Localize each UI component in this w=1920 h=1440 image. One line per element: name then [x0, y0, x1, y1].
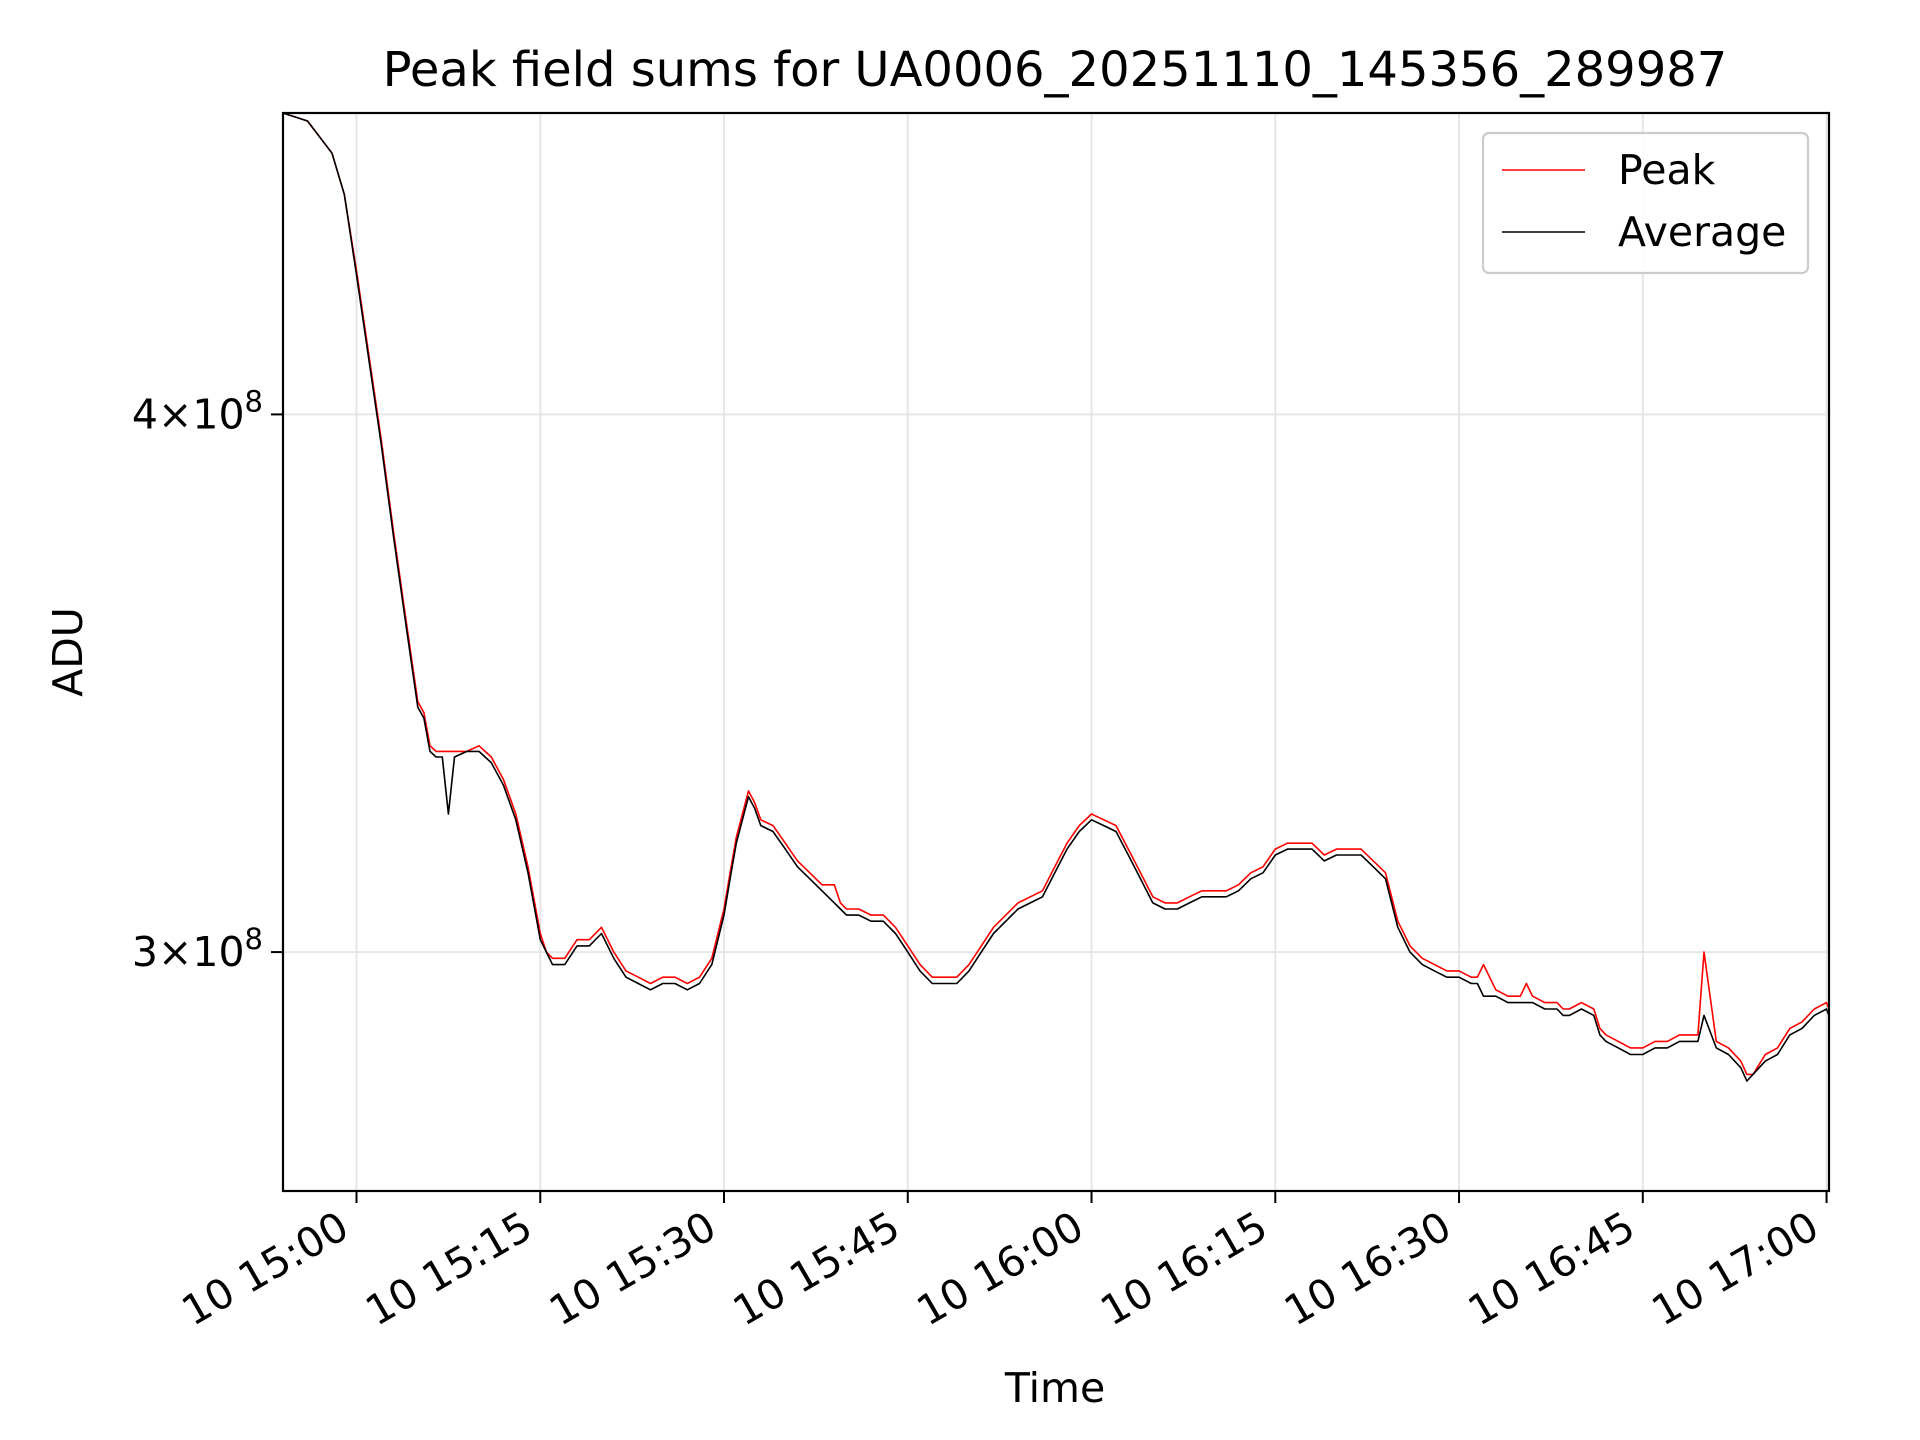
legend: Peak Average [1481, 131, 1810, 275]
grid-lines [283, 113, 1829, 1191]
legend-label-average: Average [1618, 208, 1786, 256]
series-line-average [282, 112, 1830, 1082]
x-axis-title: Time [1004, 1364, 1105, 1412]
y-tick-label: 4×108 [132, 384, 263, 438]
chart-title: Peak field sums for UA0006_20251110_1453… [383, 42, 1728, 98]
y-tick-label: 3×108 [132, 922, 263, 976]
legend-frame [1481, 131, 1810, 275]
y-axis-ticks: 4×108 3×108 [132, 384, 283, 976]
y-axis-title: ADU [44, 607, 92, 697]
legend-label-peak: Peak [1618, 146, 1716, 194]
plot-frame [281, 111, 1831, 1193]
series-lines [282, 112, 1830, 1082]
